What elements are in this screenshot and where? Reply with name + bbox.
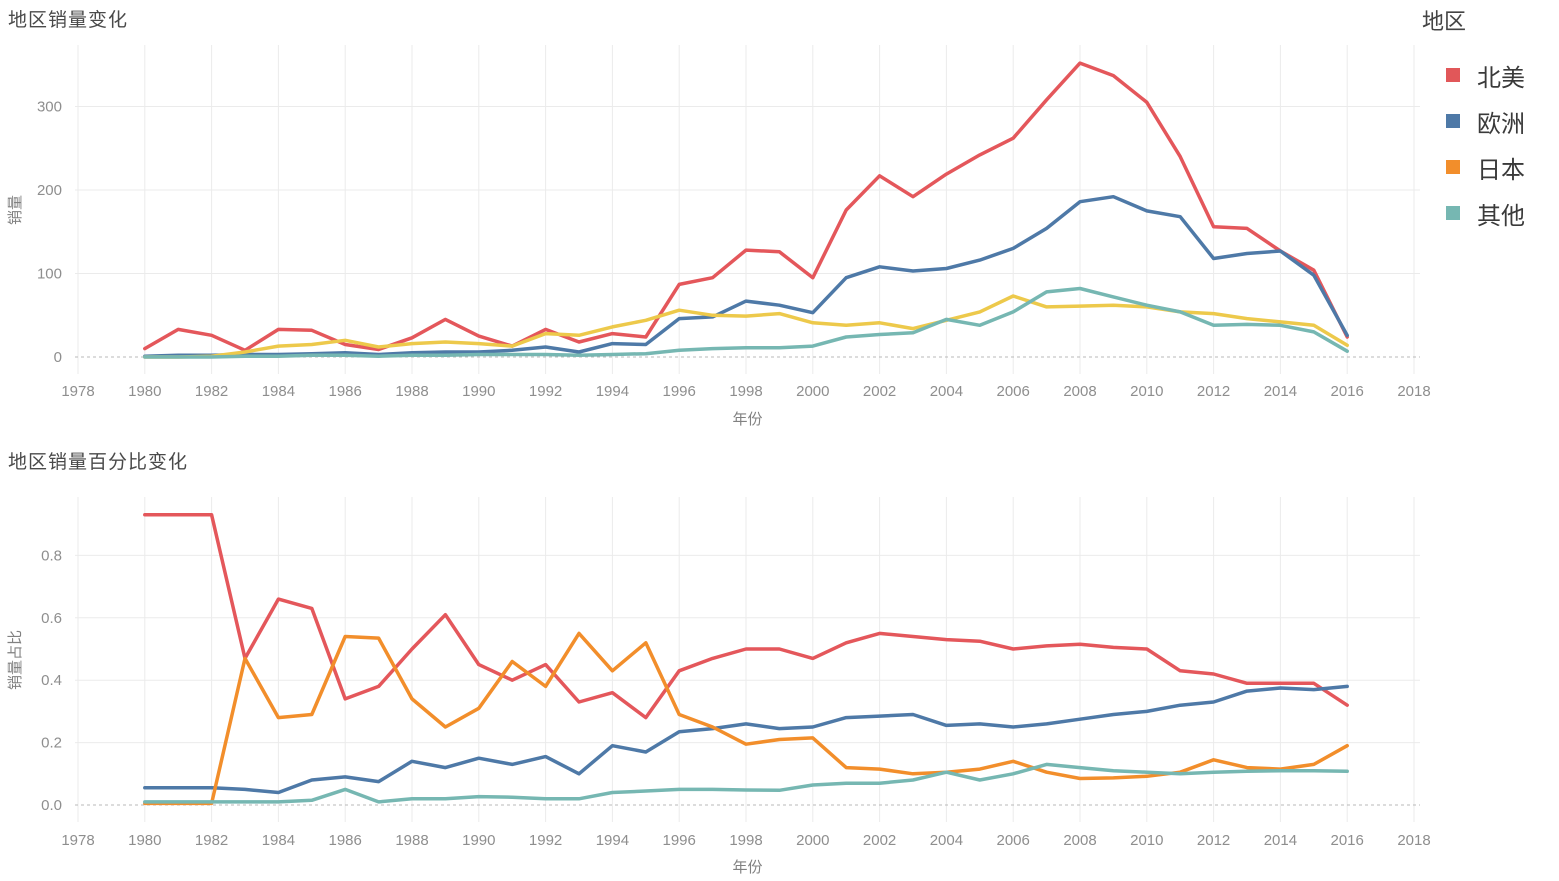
legend-swatch-japan [1446, 160, 1460, 174]
x-tick-label: 1994 [596, 832, 629, 849]
x-tick-label: 1982 [195, 383, 228, 400]
legend-swatch-europe [1446, 114, 1460, 128]
legend: 地区 北美欧洲日本其他 [1422, 4, 1557, 236]
x-tick-label: 2014 [1264, 383, 1297, 400]
x-tick-label: 2012 [1197, 383, 1230, 400]
chart-1: 1978 1980 1982 1984 1986 1988 1990 1992 1994 1996… [7, 45, 1431, 428]
x-tick-label: 1994 [596, 383, 629, 400]
y-tick-label: 100 [37, 266, 62, 283]
x-tick-label: 2002 [863, 832, 896, 849]
x-tick-label: 2000 [796, 832, 829, 849]
legend-swatch-north-america [1446, 68, 1460, 82]
y-axis-title: 销量占比 [7, 630, 24, 690]
legend-item-north-america[interactable]: 北美 [1422, 52, 1557, 98]
x-tick-label: 1992 [529, 832, 562, 849]
legend-item-japan[interactable]: 日本 [1422, 144, 1557, 190]
y-tick-label: 0.2 [41, 735, 62, 752]
y-tick-label: 0.4 [41, 672, 62, 689]
chart-2: 1978 1980 1982 1984 1986 1988 1990 1992 1994 1996… [7, 497, 1431, 876]
x-tick-label: 1980 [128, 832, 161, 849]
x-tick-label: 1998 [729, 383, 762, 400]
x-tick-label: 1978 [61, 383, 94, 400]
x-tick-label: 2004 [930, 832, 963, 849]
legend-items: 北美 欧洲 日本 其他 [1422, 52, 1557, 236]
y-tick-label: 0.8 [41, 547, 62, 564]
x-tick-label: 1988 [395, 832, 428, 849]
x-tick-label: 2018 [1397, 832, 1430, 849]
x-tick-label: 1984 [262, 832, 295, 849]
series-line-europe[interactable] [143, 684, 1349, 795]
x-tick-label: 1990 [462, 383, 495, 400]
x-tick-label: 1990 [462, 832, 495, 849]
y-tick-label: 0.0 [41, 797, 62, 814]
series-line-japan[interactable] [143, 631, 1349, 806]
x-tick-label: 1986 [329, 383, 362, 400]
x-tick-label: 2010 [1130, 383, 1163, 400]
x-tick-label: 2000 [796, 383, 829, 400]
y-tick-label: 300 [37, 99, 62, 116]
y-axis-title: 销量 [7, 195, 24, 225]
legend-title: 地区 [1422, 9, 1467, 34]
x-tick-label: 2016 [1331, 383, 1364, 400]
x-tick-label: 2016 [1331, 832, 1364, 849]
x-tick-label: 2008 [1063, 383, 1096, 400]
x-tick-label: 2012 [1197, 832, 1230, 849]
series-line-north-america[interactable] [143, 61, 1349, 353]
legend-item-other[interactable]: 其他 [1422, 190, 1557, 236]
y-tick-label: 0.6 [41, 610, 62, 627]
series-line-other[interactable] [143, 762, 1349, 804]
x-tick-label: 1980 [128, 383, 161, 400]
x-tick-label: 1992 [529, 383, 562, 400]
legend-label: 北美 [1477, 65, 1525, 92]
x-tick-label: 1986 [329, 832, 362, 849]
x-axis-title: 年份 [732, 859, 762, 876]
x-tick-label: 1978 [61, 832, 94, 849]
legend-label: 欧洲 [1477, 111, 1525, 138]
legend-item-europe[interactable]: 欧洲 [1422, 98, 1557, 144]
x-tick-label: 2002 [863, 383, 896, 400]
x-tick-label: 2010 [1130, 832, 1163, 849]
x-tick-label: 2006 [997, 832, 1030, 849]
legend-label: 其他 [1477, 203, 1525, 230]
series-line-north-america[interactable] [143, 513, 1349, 720]
x-tick-label: 2008 [1063, 832, 1096, 849]
x-tick-label: 2014 [1264, 832, 1297, 849]
x-tick-label: 1984 [262, 383, 295, 400]
y-tick-label: 0 [54, 349, 62, 366]
x-axis-title: 年份 [732, 411, 762, 428]
series-line-europe[interactable] [143, 194, 1349, 358]
x-tick-label: 2006 [997, 383, 1030, 400]
x-tick-label: 1982 [195, 832, 228, 849]
x-tick-label: 1996 [663, 832, 696, 849]
x-tick-label: 1998 [729, 832, 762, 849]
x-tick-label: 2004 [930, 383, 963, 400]
series-line-other[interactable] [143, 286, 1349, 359]
chart2-title: 地区销量百分比变化 [8, 452, 189, 473]
x-tick-label: 1988 [395, 383, 428, 400]
x-tick-label: 2018 [1397, 383, 1430, 400]
legend-label: 日本 [1477, 157, 1525, 184]
y-tick-label: 200 [37, 182, 62, 199]
legend-swatch-other [1446, 206, 1460, 220]
chart1-title: 地区销量变化 [8, 10, 129, 31]
x-tick-label: 1996 [663, 383, 696, 400]
